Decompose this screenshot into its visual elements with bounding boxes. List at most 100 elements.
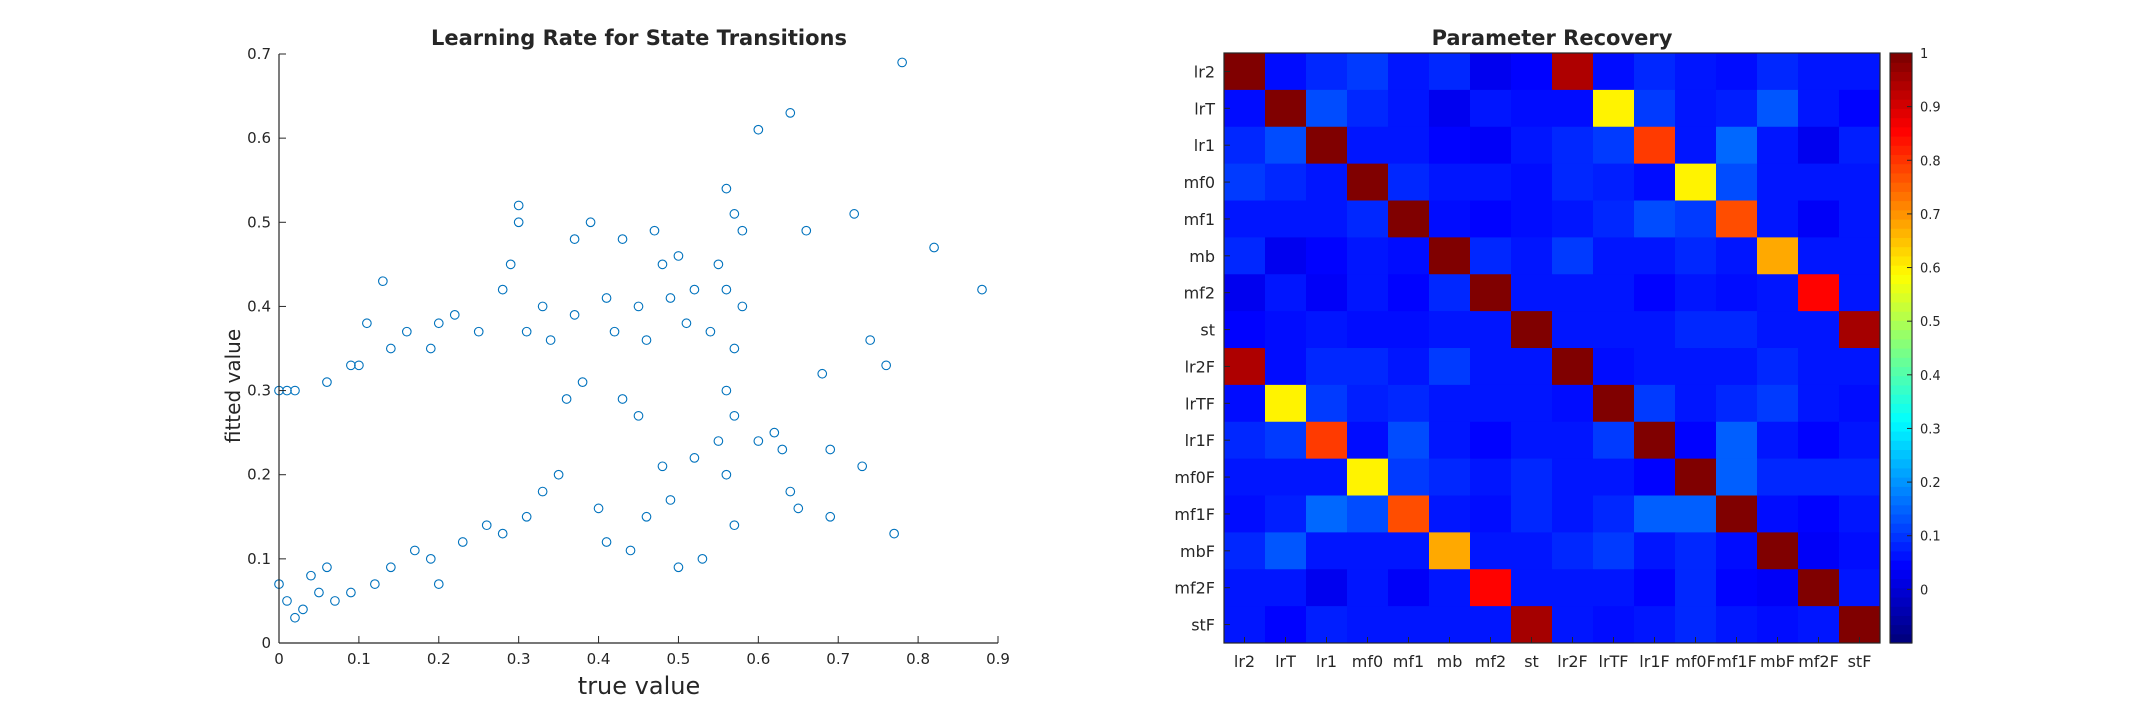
colorbar-tick-label: 0.7 [1920,208,1941,223]
heatmap-cell [1839,495,1881,533]
heatmap-cell [1757,311,1799,349]
scatter-point [705,326,716,337]
scatter-point [449,309,460,320]
heatmap-cell [1552,274,1594,312]
heatmap-cell [1306,495,1348,533]
colorbar-segment [1890,154,1912,165]
heatmap-row-label: mf1F [1174,505,1215,524]
heatmap-cell [1511,495,1553,533]
scatter-point [881,360,892,371]
heatmap-cell [1306,53,1348,91]
heatmap-cells [1224,53,1881,644]
scatter-point [481,520,492,531]
colorbar-segment [1890,292,1912,303]
heatmap-frame [1223,52,1881,644]
scatter-point [537,486,548,497]
heatmap-cell [1675,53,1717,91]
scatter-point [521,326,532,337]
heatmap-cell [1511,274,1553,312]
heatmap-cell [1388,348,1430,386]
heatmap-cell [1388,200,1430,238]
colorbar-tick-label: 0.1 [1920,530,1941,545]
heatmap-cell [1757,384,1799,423]
heatmap-cell [1634,163,1676,201]
heatmap-cell [1675,163,1717,201]
heatmap-cell [1798,311,1840,349]
scatter-panel: Learning Rate for State Transitions 0 0.1… [221,26,1010,700]
heatmap-col-label: lr1F [1639,652,1669,671]
heatmap-col-label: mf2F [1798,652,1839,671]
scatter-point [617,394,628,404]
colorbar-segment [1890,108,1912,119]
scatter-point [729,520,740,531]
scatter-title: Learning Rate for State Transitions [431,26,847,50]
scatter-point [553,469,564,480]
scatter-point [729,410,740,421]
heatmap-col-label: mf0 [1352,652,1383,671]
heatmap-cell [1675,421,1717,460]
heatmap-cell [1224,458,1266,496]
heatmap-cell [1388,384,1430,423]
heatmap-cell [1839,163,1881,201]
heatmap-cell [1839,311,1881,349]
heatmap-cell [1798,200,1840,238]
colorbar-segment [1890,569,1912,580]
scatter-points [274,57,987,623]
heatmap-cell [1634,274,1676,312]
heatmap-cell [1429,89,1471,128]
heatmap-cell [1224,89,1266,128]
heatmap-cell [1716,274,1758,312]
scatter-x-tick-label: 0.2 [427,650,451,668]
scatter-point [298,604,308,615]
heatmap-cell [1593,348,1635,386]
heatmap-cell [1716,569,1758,607]
heatmap-cell [1388,126,1430,165]
colorbar-segment [1890,606,1912,616]
colorbar-tick-label: 0.3 [1920,422,1941,437]
colorbar-segment [1890,587,1912,598]
heatmap-cell [1429,421,1471,460]
scatter-point [769,427,780,438]
scatter-point [889,528,899,539]
colorbar-segment [1890,357,1912,368]
heatmap-cell [1552,237,1594,275]
colorbar-tick-label: 0.2 [1920,476,1941,491]
heatmap-row-label: lr1F [1185,431,1215,450]
heatmap-col-label: mf0F [1675,652,1716,671]
heatmap-cell [1224,311,1266,349]
heatmap-cell [1265,495,1307,533]
heatmap-cell [1552,53,1594,91]
heatmap-cell [1593,495,1635,533]
colorbar-segment [1890,504,1912,515]
heatmap-cell [1716,53,1758,91]
scatter-point [569,309,580,320]
heatmap-row-label: lr2 [1194,62,1215,81]
heatmap-cell [1265,200,1307,238]
heatmap-cell [1347,311,1389,349]
scatter-point [729,343,740,354]
colorbar-segment [1890,145,1912,156]
scatter-x-tick-label: 0 [274,650,284,668]
scatter-point [729,209,740,219]
heatmap-col-label: mbF [1760,652,1795,671]
heatmap-cell [1388,532,1430,570]
heatmap-cell [1511,163,1553,201]
colorbar-segment [1890,384,1912,395]
heatmap-col-label: st [1524,652,1539,671]
colorbar-tick-label: 0.8 [1920,154,1941,169]
heatmap-cell [1306,126,1348,165]
colorbar-segment [1890,421,1912,432]
colorbar-segment [1890,458,1912,469]
scatter-point [857,461,868,472]
heatmap-cell [1675,348,1717,386]
heatmap-cell [1470,421,1512,460]
heatmap-cell [1798,274,1840,312]
heatmap-cell [1798,458,1840,496]
scatter-point [385,343,396,354]
heatmap-cell [1265,421,1307,460]
heatmap-cell [1511,53,1553,91]
scatter-point [657,461,668,472]
heatmap-cell [1634,384,1676,423]
colorbar-segment [1890,596,1912,607]
heatmap-cell [1388,421,1430,460]
